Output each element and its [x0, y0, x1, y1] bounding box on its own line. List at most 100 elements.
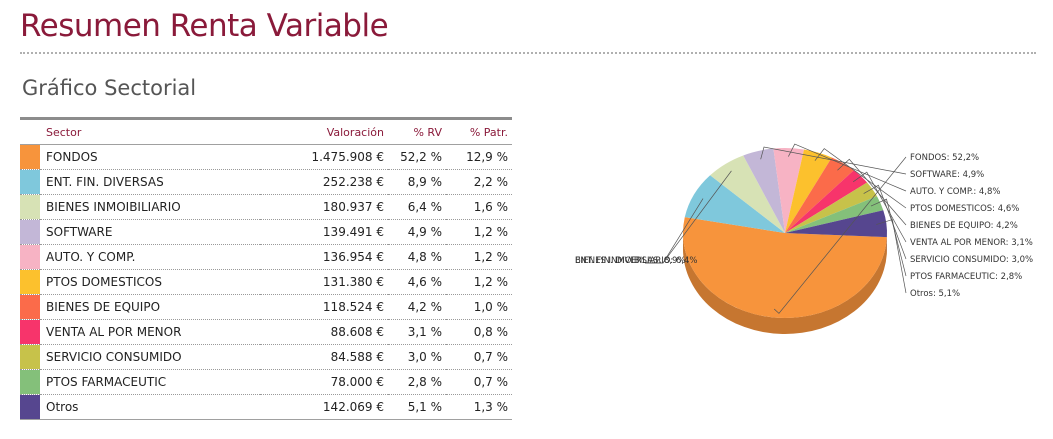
pie-slice	[785, 196, 884, 233]
color-swatch	[20, 295, 40, 319]
table-row: VENTA AL POR MENOR 88.608 €3,1 % 0,8 %	[20, 319, 512, 345]
sector-name: ENT. FIN. DIVERSAS	[40, 169, 260, 195]
sector-valoracion: 118.524 €	[260, 294, 388, 320]
sector-pct-patr: 0,8 %	[446, 319, 512, 345]
pie-slice-label: PTOS DOMESTICOS: 4,6%	[910, 204, 1019, 214]
pie-slice-label: SERVICIO CONSUMIDO: 3,0%	[910, 255, 1033, 265]
table-row: BIENES DE EQUIPO 118.524 €4,2 % 1,0 %	[20, 294, 512, 320]
sector-swatch-cell	[20, 369, 40, 395]
pie-slice-label: AUTO. Y COMP.: 4,8%	[910, 187, 1001, 197]
sector-valoracion: 84.588 €	[260, 344, 388, 370]
sector-pct-rv: 8,9 %	[388, 169, 446, 195]
sector-table: Sector Valoración % RV % Patr. FONDOS 1.4…	[20, 117, 512, 420]
sector-swatch-cell	[20, 319, 40, 345]
sector-pct-rv: 3,0 %	[388, 344, 446, 370]
pie-slice	[785, 170, 868, 233]
pie-leader-line	[853, 171, 907, 243]
sector-pct-patr: 12,9 %	[446, 144, 512, 170]
sector-name: FONDOS	[40, 144, 260, 170]
pie-slice	[785, 157, 854, 233]
pie-leader-line	[645, 170, 732, 264]
column-header-sector: Sector	[20, 117, 260, 145]
table-row: BIENES INMOIBILIARIO 180.937 €6,4 % 1,6 %	[20, 194, 512, 220]
color-swatch	[20, 320, 40, 344]
pie-slice-label: Otros: 5,1%	[910, 289, 960, 299]
sector-pct-rv: 4,2 %	[388, 294, 446, 320]
sector-pct-patr: 2,2 %	[446, 169, 512, 195]
pie-slice	[684, 175, 785, 233]
pie-leader-line	[760, 146, 907, 175]
sector-pct-patr: 0,7 %	[446, 369, 512, 395]
sector-pct-patr: 1,2 %	[446, 244, 512, 270]
pie-leader-line	[870, 198, 907, 277]
pie-slice-label: VENTA AL POR MENOR: 3,1%	[910, 238, 1033, 248]
pie-slice-label: BIENES INMOIBILIARIO: 6,4%	[575, 256, 697, 266]
sector-pct-patr: 0,7 %	[446, 344, 512, 370]
table-row: PTOS DOMESTICOS 131.380 €4,6 % 1,2 %	[20, 269, 512, 295]
pie-leader-line	[814, 148, 907, 209]
sector-pct-rv: 4,6 %	[388, 269, 446, 295]
sector-pct-patr: 1,2 %	[446, 219, 512, 245]
table-row: FONDOS 1.475.908 €52,2 % 12,9 %	[20, 144, 512, 170]
table-body: FONDOS 1.475.908 €52,2 % 12,9 % ENT. FIN. D…	[20, 144, 512, 420]
pie-slice-label: ENT. FIN. DIVERSAS: 8,9%	[575, 256, 686, 266]
table-row: AUTO. Y COMP. 136.954 €4,8 % 1,2 %	[20, 244, 512, 270]
sector-valoracion: 142.069 €	[260, 394, 388, 420]
sector-name: BIENES DE EQUIPO	[40, 294, 260, 320]
sector-valoracion: 131.380 €	[260, 269, 388, 295]
table-row: SOFTWARE 139.491 €4,9 % 1,2 %	[20, 219, 512, 245]
page-title: Resumen Renta Variable	[20, 8, 389, 44]
pie-leader-line	[773, 156, 907, 314]
section-title: Gráfico Sectorial	[22, 76, 197, 100]
pie-leader-line	[837, 158, 907, 226]
pie-slice	[785, 182, 877, 233]
column-header-rv: % RV	[388, 117, 446, 145]
sector-name: VENTA AL POR MENOR	[40, 319, 260, 345]
table-row: PTOS FARMACEUTIC 78.000 €2,8 % 0,7 %	[20, 369, 512, 395]
sector-pct-patr: 1,6 %	[446, 194, 512, 220]
pie-slice-label: BIENES DE EQUIPO: 4,2%	[910, 221, 1018, 231]
column-header-patr: % Patr.	[446, 117, 512, 145]
sector-pct-rv: 2,8 %	[388, 369, 446, 395]
sector-name: PTOS DOMESTICOS	[40, 269, 260, 295]
sector-swatch-cell	[20, 219, 40, 245]
table-header-row: Sector Valoración % RV % Patr.	[20, 117, 512, 145]
color-swatch	[20, 370, 40, 394]
sector-pct-rv: 3,1 %	[388, 319, 446, 345]
sector-swatch-cell	[20, 344, 40, 370]
sector-name: AUTO. Y COMP.	[40, 244, 260, 270]
color-swatch	[20, 245, 40, 269]
sector-swatch-cell	[20, 144, 40, 170]
sector-valoracion: 78.000 €	[260, 369, 388, 395]
pie-slice	[785, 149, 832, 233]
pie-slice-label: FONDOS: 52,2%	[910, 153, 979, 163]
sector-valoracion: 1.475.908 €	[260, 144, 388, 170]
color-swatch	[20, 195, 40, 219]
table-row: ENT. FIN. DIVERSAS 252.238 €8,9 % 2,2 %	[20, 169, 512, 195]
color-swatch	[20, 345, 40, 369]
table-row: Otros 142.069 €5,1 % 1,3 %	[20, 394, 512, 420]
color-swatch	[20, 145, 40, 169]
pie-slice-label: PTOS FARMACEUTIC: 2,8%	[910, 272, 1022, 282]
sector-pct-patr: 1,2 %	[446, 269, 512, 295]
sector-pct-rv: 6,4 %	[388, 194, 446, 220]
table-row: SERVICIO CONSUMIDO 84.588 €3,0 % 0,7 %	[20, 344, 512, 370]
sector-name: SERVICIO CONSUMIDO	[40, 344, 260, 370]
pie-slice	[743, 148, 785, 233]
sector-swatch-cell	[20, 194, 40, 220]
sector-valoracion: 88.608 €	[260, 319, 388, 345]
sector-swatch-cell	[20, 244, 40, 270]
sector-name: SOFTWARE	[40, 219, 260, 245]
sector-swatch-cell	[20, 169, 40, 195]
color-swatch	[20, 170, 40, 194]
pie-slice	[785, 210, 887, 238]
color-swatch	[20, 395, 40, 419]
pie-slice-label: SOFTWARE: 4,9%	[910, 170, 984, 180]
sector-pct-rv: 5,1 %	[388, 394, 446, 420]
sector-pie-chart: FONDOS: 52,2%ENT. FIN. DIVERSAS: 8,9%BIE…	[575, 143, 1033, 335]
sector-pct-rv: 4,8 %	[388, 244, 446, 270]
sector-name: Otros	[40, 394, 260, 420]
pie-leader-line	[863, 184, 907, 260]
sector-pct-rv: 4,9 %	[388, 219, 446, 245]
sector-name: PTOS FARMACEUTIC	[40, 369, 260, 395]
